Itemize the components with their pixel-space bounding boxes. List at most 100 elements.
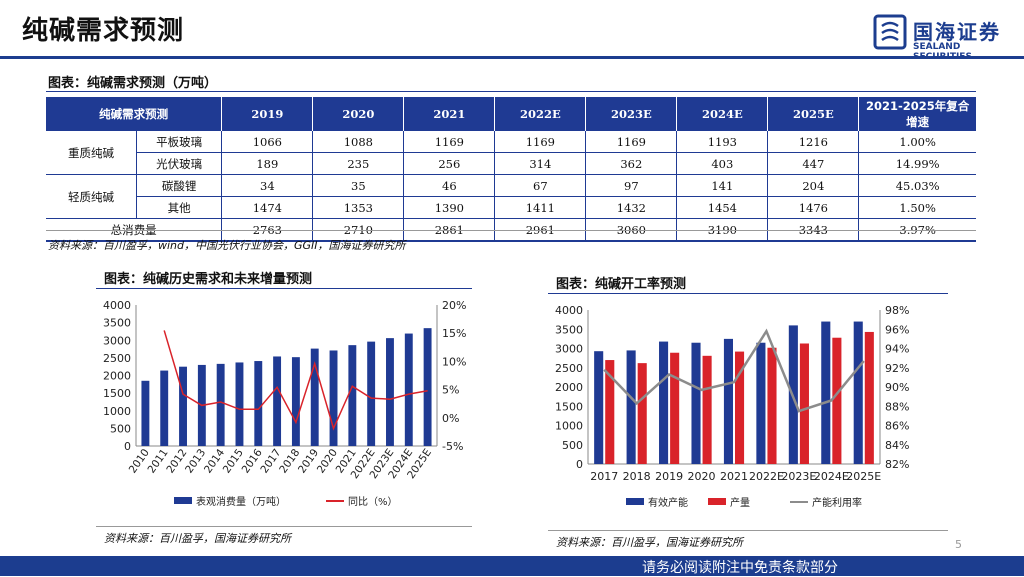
page-title: 纯碱需求预测 [22,16,185,46]
table-cell: 204 [767,174,860,197]
table-cell: 256 [403,152,496,175]
bar-primary [626,350,636,464]
bar-secondary [864,331,874,464]
y2-tick-label: 88% [885,400,909,413]
table-cell: 1454 [676,196,769,219]
bar-primary [386,338,394,446]
legend-swatch [708,498,726,505]
y2-tick-label: 98% [885,304,909,317]
table-cell: 46 [403,174,496,197]
right-chart-caption: 图表：纯碱开工率预测 [556,277,687,292]
company-logo: 国海证券 SEALAND SECURITIES [873,14,1013,62]
bar-secondary [702,355,712,464]
bar-primary [691,342,701,464]
y-tick-label: 3000 [555,343,583,356]
table-row: 光伏玻璃 189 235 256 314 362 403 447 14.99% [46,152,976,175]
y2-tick-label: 5% [442,384,459,397]
table-cell: 1353 [312,196,405,219]
table-header-cell: 2022E [494,97,587,131]
y-tick-label: 0 [576,458,583,471]
table-row-label: 其他 [136,196,223,219]
table-cell: 1474 [221,196,314,219]
table-cell: 403 [676,152,769,175]
bar-primary [160,370,169,446]
legend-label: 同比（%） [348,496,398,508]
table-cell: 189 [221,152,314,175]
table-cell: 1.50% [858,196,976,219]
line-series [163,330,428,431]
bar-primary [404,333,413,446]
y-tick-label: 3500 [103,317,131,330]
table-cell: 67 [494,174,587,197]
bar-primary [254,361,263,446]
table-header-cell: 2025E [767,97,860,131]
y-tick-label: 2000 [555,381,583,394]
operating-rate-chart: 0 500 1000 1500 2000 2500 3000 3500 4000 82% 84% 86… [555,304,909,509]
table-header-row: 纯碱需求预测 2019 2020 2021 2022E 2023E 2024E … [46,97,976,131]
table-header-cell: 2023E [585,97,678,131]
left-chart-caption: 图表：纯碱历史需求和未来增量预测 [104,272,313,287]
table-cell: 1088 [312,131,405,153]
bar-primary [141,380,150,446]
y-tick-label: 3000 [103,334,131,347]
table-row: 轻质纯碱 碳酸锂 34 35 46 67 97 141 204 45.03% [46,174,976,219]
legend-swatch [626,498,644,505]
table-header-cell: 2020 [312,97,405,131]
line-series [603,328,865,413]
table-header-cell: 2021-2025年复合增速 [858,97,976,131]
bar-primary [273,356,282,446]
table-row: 其他 1474 1353 1390 1411 1432 1454 1476 1.… [46,196,976,219]
table-source-note: 资料来源：百川盈孚，wind，中国光伏行业协会，GGII，国海证券研究所 [48,239,406,252]
demand-forecast-table: 纯碱需求预测 2019 2020 2021 2022E 2023E 2024E … [46,97,976,242]
logo-cn-name: 国海证券 [913,20,1001,44]
y-tick-label: 1500 [555,400,583,413]
table-cell: 141 [676,174,769,197]
table-source-divider [46,230,976,231]
bar-primary [310,348,319,446]
table-cell: 1169 [585,131,678,153]
y2-tick-label: 96% [885,323,909,336]
table-cell: 1476 [767,196,860,219]
table-row-label: 光伏玻璃 [136,152,223,175]
bar-primary [659,341,669,464]
y-tick-label: 1000 [555,420,583,433]
y2-tick-label: 0% [442,412,459,425]
table-caption-underline [46,91,976,92]
table-cell: 1.00% [858,131,976,153]
y2-tick-label: 10% [442,355,466,368]
y2-tick-label: 15% [442,327,466,340]
table-cell: 447 [767,152,860,175]
y2-tick-label: 90% [885,381,909,394]
y-tick-label: 0 [124,440,131,453]
x-tick-label: 2022E [749,470,784,483]
bar-secondary [832,337,842,464]
table-cell: 34 [221,174,314,197]
y-tick-label: 2500 [103,352,131,365]
x-tick-label: 2018 [623,470,651,483]
bar-primary [329,350,338,446]
table-row-label: 平板玻璃 [136,131,223,153]
y-tick-label: 500 [562,439,583,452]
y2-tick-label: 94% [885,343,909,356]
bar-primary [216,363,225,446]
bar-primary [179,366,187,446]
legend-label: 有效产能 [648,496,688,509]
table-row: 重质纯碱 平板玻璃 1066 1088 1169 1169 1169 1193 … [46,131,976,175]
bar-primary [291,357,300,446]
x-tick-label: 2023E [781,470,816,483]
legend-label: 产量 [730,496,750,509]
bar-secondary [670,352,680,464]
bar-secondary [605,360,615,464]
table-cell: 235 [312,152,405,175]
legend-label: 产能利用率 [812,496,862,509]
table-header-cell: 2024E [676,97,769,131]
table-row-label: 碳酸锂 [136,174,223,197]
table-cell: 1066 [221,131,314,153]
table-cell: 1216 [767,131,860,153]
y2-tick-label: 82% [885,458,909,471]
table-cell: 314 [494,152,587,175]
y-tick-label: 500 [110,422,131,435]
bar-secondary [767,347,777,464]
left-chart-caption-underline [96,288,472,289]
x-tick-label: 2020 [688,470,716,483]
